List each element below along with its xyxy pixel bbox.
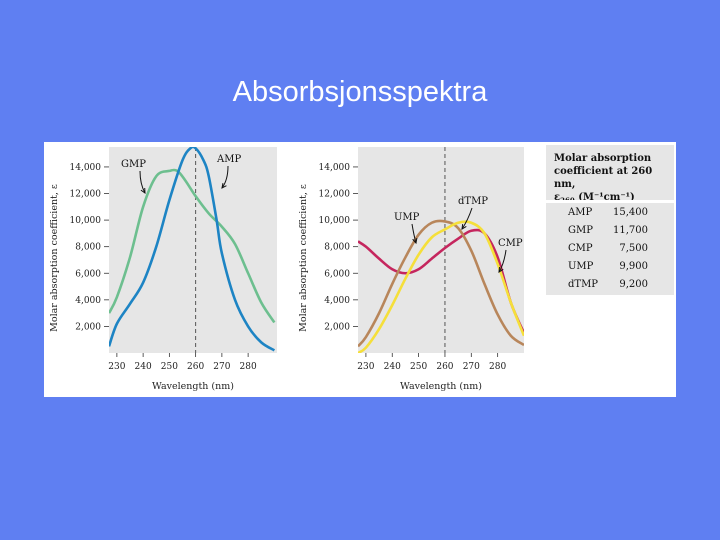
annotation-arrow-dtmp [461, 207, 473, 230]
x-tick-label: 250 [410, 362, 427, 372]
y-tick-label: 6,000 [324, 269, 350, 279]
x-tick-label: 240 [135, 362, 152, 372]
annotation-cmp: CMP [498, 238, 523, 249]
table-divider [546, 200, 674, 203]
annotation-ump: UMP [394, 212, 420, 223]
annotation-gmp: GMP [121, 159, 146, 170]
table-row: dTMP 9,200 [546, 279, 674, 297]
series-dtmp-line [358, 220, 524, 353]
slide-title: Absorbsjonsspektra [232, 76, 488, 108]
y-tick-label: 8,000 [75, 243, 101, 253]
series-ump-line [358, 219, 524, 348]
table-header-units: (M⁻¹cm⁻¹) [578, 192, 635, 203]
row-value: 11,700 [613, 225, 648, 236]
epsilon-symbol: ε [554, 192, 561, 203]
y-tick-label: 8,000 [324, 243, 350, 253]
series-cmp-line [358, 228, 524, 334]
x-tick-label: 230 [108, 362, 125, 372]
x-tick-label: 250 [161, 362, 178, 372]
series-gmp-line [109, 168, 276, 324]
row-name: CMP [568, 243, 593, 254]
y-tick-label: 14,000 [319, 163, 351, 173]
annotation-amp: AMP [216, 154, 241, 165]
annotation-arrow-amp [221, 165, 229, 189]
table-header-line3: ε260 (M⁻¹cm⁻¹) [554, 191, 672, 207]
y-tick-label: 2,000 [75, 322, 101, 332]
annotation-arrowhead [140, 187, 146, 195]
annotation-arrowhead [498, 266, 504, 273]
annotation-arrowhead [221, 182, 227, 189]
chart-panel-1: 2,000 4,000 6,000 8,000 10,000 12,000 14,000 23… [49, 147, 277, 392]
x-tick-label: 240 [384, 362, 401, 372]
x-tick-label: 270 [463, 362, 480, 372]
row-name: AMP [568, 207, 593, 218]
row-value: 7,500 [619, 243, 648, 254]
table-row: AMP 15,400 [546, 207, 674, 225]
row-value: 9,900 [619, 261, 648, 272]
annotation-arrow-ump [411, 223, 417, 244]
plot-area [109, 147, 277, 353]
table-row: GMP 11,700 [546, 225, 674, 243]
series-amp-line [109, 147, 276, 352]
y-tick-label: 4,000 [324, 296, 350, 306]
y-tick-label: 10,000 [319, 216, 351, 226]
annotation-arrowhead [461, 223, 467, 230]
table-row: CMP 7,500 [546, 243, 674, 261]
annotation-arrow-cmp [498, 249, 507, 273]
absorption-coefficient-table: Molar absorption coefficient at 260 nm, … [546, 145, 674, 295]
x-tick-label: 280 [240, 362, 257, 372]
row-name: UMP [568, 261, 594, 272]
y-tick-label: 6,000 [75, 269, 101, 279]
y-tick-label: 2,000 [324, 322, 350, 332]
x-tick-label: 270 [213, 362, 230, 372]
annotation-dtmp: dTMP [458, 196, 488, 207]
y-tick-label: 12,000 [70, 190, 102, 200]
x-tick-label: 260 [187, 362, 204, 372]
y-tick-label: 12,000 [319, 190, 351, 200]
y-tick-label: 10,000 [70, 216, 102, 226]
absorption-figure: 2,000 4,000 6,000 8,000 10,000 12,000 14,000 23… [44, 142, 676, 397]
annotation-arrowhead [412, 237, 418, 245]
x-tick-label: 230 [357, 362, 374, 372]
y-axis-title: Molar absorption coefficient, ε [298, 184, 309, 332]
x-tick-label: 260 [436, 362, 453, 372]
table-row: UMP 9,900 [546, 261, 674, 279]
x-tick-label: 280 [489, 362, 506, 372]
row-value: 15,400 [613, 207, 648, 218]
row-value: 9,200 [619, 279, 648, 290]
x-axis-title: Wavelength (nm) [400, 381, 482, 392]
table-rows: AMP 15,400 GMP 11,700 CMP 7,500 UMP 9,900 dT… [546, 207, 674, 297]
y-axis-title: Molar absorption coefficient, ε [49, 184, 60, 332]
y-tick-label: 4,000 [75, 296, 101, 306]
chart-panel-2: 2,000 4,000 6,000 8,000 10,000 12,000 14,000 23… [298, 147, 524, 392]
table-header-line1: Molar absorption [554, 153, 652, 164]
table-header: Molar absorption coefficient at 260 nm, … [554, 152, 672, 207]
x-axis-title: Wavelength (nm) [152, 381, 234, 392]
annotation-arrow-gmp [139, 170, 146, 194]
table-header-line2: coefficient at 260 nm, [554, 166, 653, 190]
row-name: GMP [568, 225, 593, 236]
row-name: dTMP [568, 279, 599, 290]
absorption-charts: 2,000 4,000 6,000 8,000 10,000 12,000 14,000 23… [49, 147, 524, 392]
y-tick-label: 14,000 [70, 163, 102, 173]
